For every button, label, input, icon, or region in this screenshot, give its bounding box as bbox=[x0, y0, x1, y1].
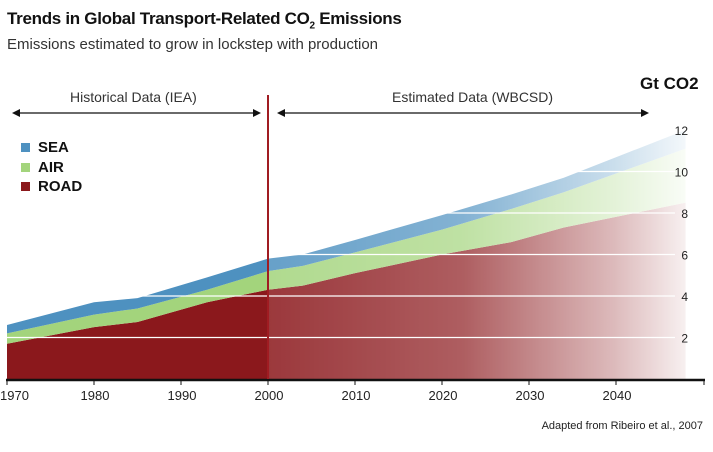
sea-swatch bbox=[21, 143, 30, 152]
road-swatch bbox=[21, 182, 30, 191]
estimated-period-label: Estimated Data (WBCSD) bbox=[392, 89, 554, 105]
arrow-head-left bbox=[12, 109, 20, 117]
legend-item-road: ROAD bbox=[21, 178, 82, 195]
y-tick-label: 10 bbox=[675, 166, 689, 180]
area-road bbox=[7, 202, 686, 379]
air-swatch bbox=[21, 163, 30, 172]
y-axis-label: Gt CO2 bbox=[640, 74, 699, 93]
y-tick-label: 2 bbox=[681, 332, 688, 346]
area-sea bbox=[7, 130, 686, 334]
y-tick-label: 6 bbox=[681, 249, 688, 263]
x-tick-label: 2030 bbox=[516, 388, 545, 403]
x-tick-label: 2040 bbox=[603, 388, 632, 403]
arrow-head-right bbox=[641, 109, 649, 117]
source-note: Adapted from Ribeiro et al., 2007 bbox=[541, 420, 703, 432]
y-tick-label: 12 bbox=[675, 124, 689, 138]
x-tick-label: 1980 bbox=[81, 388, 110, 403]
legend-item-sea: SEA bbox=[21, 139, 69, 156]
historical-period-label: Historical Data (IEA) bbox=[70, 89, 197, 105]
chart-subtitle: Emissions estimated to grow in lockstep … bbox=[7, 36, 379, 53]
x-tick-label: 2020 bbox=[429, 388, 458, 403]
arrow-head-left bbox=[277, 109, 285, 117]
x-tick-label: 1990 bbox=[168, 388, 197, 403]
legend-item-air: AIR bbox=[21, 159, 64, 176]
arrow-head-right bbox=[253, 109, 261, 117]
y-tick-label: 8 bbox=[681, 207, 688, 221]
chart-title: Trends in Global Transport-Related CO2 E… bbox=[7, 9, 402, 32]
x-tick-label: 2000 bbox=[255, 388, 284, 403]
area-air bbox=[7, 148, 686, 344]
y-tick-label: 4 bbox=[681, 290, 688, 304]
x-tick-label: 1970 bbox=[0, 388, 29, 403]
x-tick-label: 2010 bbox=[342, 388, 371, 403]
